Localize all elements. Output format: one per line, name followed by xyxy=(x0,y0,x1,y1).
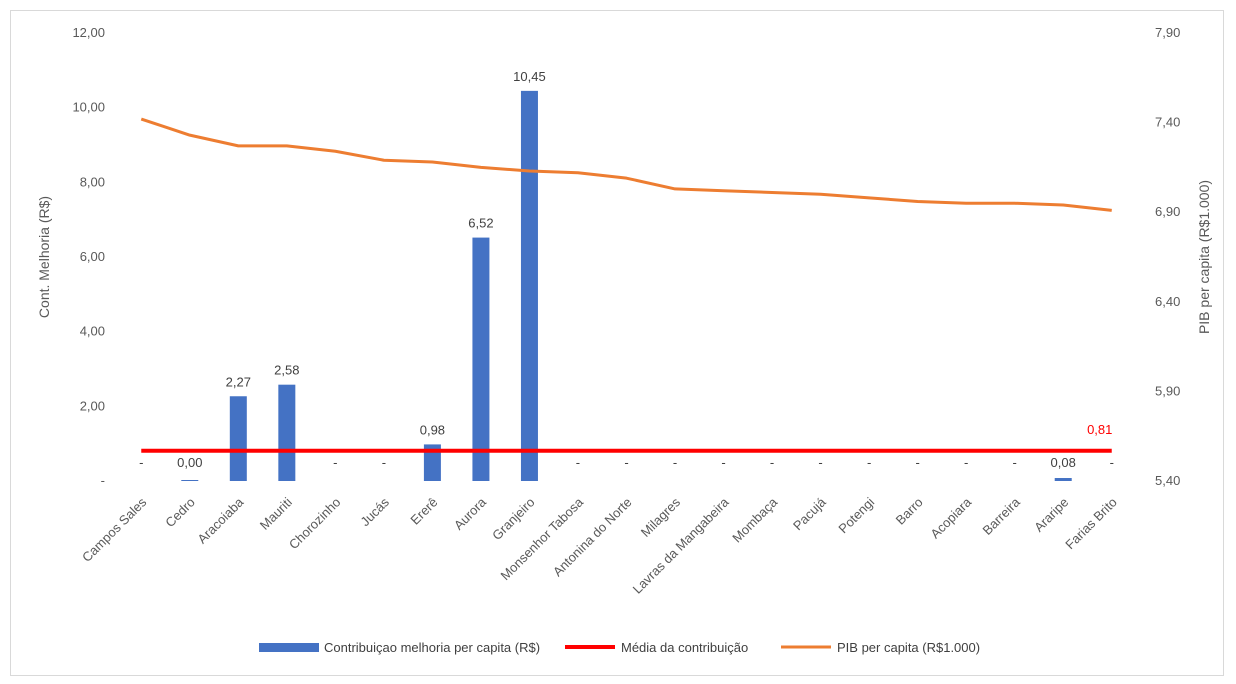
right-axis-title: PIB per capita (R$1.000) xyxy=(1196,180,1212,334)
chart-frame: - 2,00 4,00 6,00 8,00 10,00 12,00 5,40 5,90 6,40… xyxy=(10,10,1224,676)
category-label: Barro xyxy=(893,495,926,528)
bar-data-labels: - 0,00 2,27 2,58 - - 0,98 6,52 10,45 - - - - - - - - - - 0,… xyxy=(139,69,1114,470)
bar-data-label: 6,52 xyxy=(468,216,493,231)
bar-data-label: - xyxy=(915,455,919,470)
bar-data-label: 0,98 xyxy=(420,422,445,437)
bar-data-label: 10,45 xyxy=(513,69,546,84)
bar xyxy=(472,237,490,481)
legend-label-mean: Média da contribuição xyxy=(621,640,748,655)
bar-data-label: - xyxy=(673,455,677,470)
bar-data-label: 0,00 xyxy=(177,455,202,470)
left-axis-tick-label: 6,00 xyxy=(80,249,105,264)
legend-label-pib: PIB per capita (R$1.000) xyxy=(837,640,980,655)
mean-series: 0,81 xyxy=(141,422,1112,453)
bar xyxy=(1054,478,1072,481)
left-axis-tick-label: 10,00 xyxy=(72,100,105,115)
right-axis-ticks: 5,40 5,90 6,40 6,90 7,40 7,90 xyxy=(1155,25,1180,488)
category-label: Campos Sales xyxy=(79,494,150,565)
bar-data-label: - xyxy=(964,455,968,470)
bar xyxy=(520,90,538,481)
bar xyxy=(278,384,296,481)
bar-data-label: - xyxy=(382,455,386,470)
left-axis-tick-label: 8,00 xyxy=(80,174,105,189)
bar-data-label: 2,27 xyxy=(226,374,251,389)
category-label: Farias Brito xyxy=(1062,495,1120,553)
bar-data-label: 0,08 xyxy=(1051,455,1076,470)
bar xyxy=(423,444,441,481)
bar-data-label: - xyxy=(139,455,143,470)
category-label: Chorozinho xyxy=(286,495,344,553)
bar-data-label: - xyxy=(818,455,822,470)
pib-line xyxy=(140,117,1112,212)
category-label: Barreira xyxy=(980,494,1024,538)
bar-data-label: - xyxy=(770,455,774,470)
category-label: Mombaça xyxy=(729,494,781,546)
bar-data-label: - xyxy=(576,455,580,470)
left-axis-tick-label: - xyxy=(101,473,105,488)
mean-data-label: 0,81 xyxy=(1087,422,1112,437)
category-label: Araripe xyxy=(1031,495,1071,535)
category-label: Jucás xyxy=(357,494,392,529)
legend: Contribuiçao melhoria per capita (R$) Mé… xyxy=(259,640,980,655)
bar-data-label: - xyxy=(624,455,628,470)
left-axis-ticks: - 2,00 4,00 6,00 8,00 10,00 12,00 xyxy=(72,25,105,488)
legend-swatch-bar xyxy=(259,643,319,652)
right-axis-tick-label: 5,90 xyxy=(1155,383,1180,398)
left-axis-tick-label: 4,00 xyxy=(80,324,105,339)
legend-label-bar: Contribuiçao melhoria per capita (R$) xyxy=(324,640,540,655)
bar-data-label: - xyxy=(1013,455,1017,470)
category-label: Granjeiro xyxy=(489,495,537,543)
bar-data-label: - xyxy=(721,455,725,470)
bar-data-label: - xyxy=(867,455,871,470)
right-axis-tick-label: 6,40 xyxy=(1155,294,1180,309)
right-axis-tick-label: 7,40 xyxy=(1155,115,1180,130)
category-label: Cedro xyxy=(162,495,198,531)
category-label: Mauriti xyxy=(257,494,295,532)
right-axis-tick-label: 6,90 xyxy=(1155,204,1180,219)
category-label: Potengi xyxy=(835,494,877,536)
category-label: Lavras da Mangabeira xyxy=(630,494,733,597)
category-label: Acopiara xyxy=(927,494,974,541)
right-axis-tick-label: 5,40 xyxy=(1155,473,1180,488)
bar-series xyxy=(181,90,1072,481)
left-axis-title: Cont. Melhoria (R$) xyxy=(36,196,52,318)
bar-data-label: - xyxy=(1110,455,1114,470)
category-label: Aurora xyxy=(451,494,490,533)
category-label: Aracoiaba xyxy=(194,494,247,547)
bar-data-label: 2,58 xyxy=(274,363,299,378)
bar-data-label: - xyxy=(333,455,337,470)
bar xyxy=(181,480,199,481)
pib-series xyxy=(140,117,1112,212)
combo-chart: - 2,00 4,00 6,00 8,00 10,00 12,00 5,40 5,90 6,40… xyxy=(36,25,1212,655)
right-axis-tick-label: 7,90 xyxy=(1155,25,1180,40)
category-label: Milagres xyxy=(638,494,684,540)
left-axis-tick-label: 12,00 xyxy=(72,25,105,40)
category-label: Ererê xyxy=(407,495,440,528)
left-axis-tick-label: 2,00 xyxy=(80,398,105,413)
category-label: Monsenhor Tabosa xyxy=(497,494,586,583)
category-label: Pacujá xyxy=(790,494,829,533)
bar xyxy=(229,396,247,481)
